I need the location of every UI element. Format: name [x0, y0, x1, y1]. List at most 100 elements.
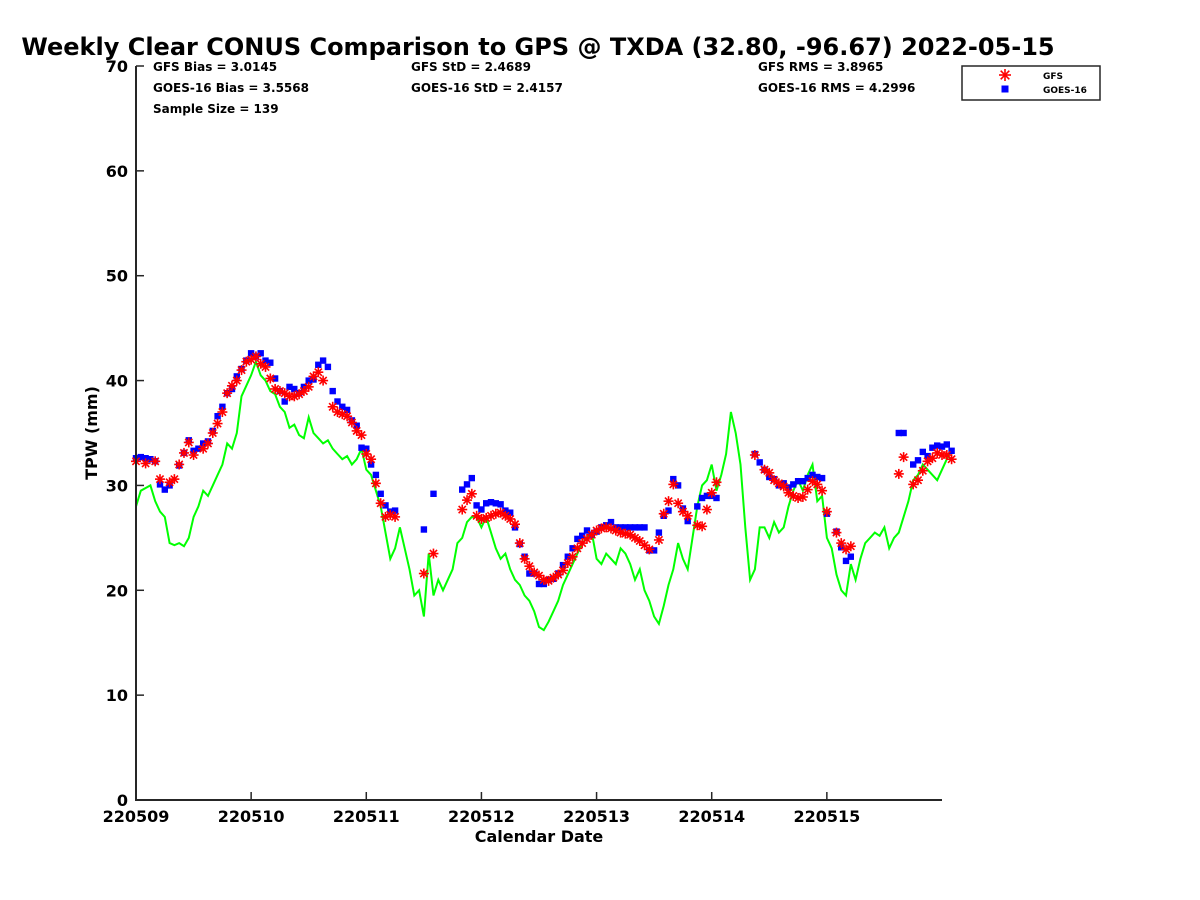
ticks-layer: 0 10 20 30 40 50 60 70 220509 220510 220511 220512 2…	[103, 57, 861, 826]
goes-point	[286, 383, 293, 391]
goes-point	[367, 461, 375, 468]
goes-point	[161, 486, 168, 493]
gfs-point	[188, 450, 199, 461]
gfs-point	[711, 477, 722, 488]
goes-point	[502, 507, 509, 514]
goes-point	[665, 507, 672, 514]
goes-point	[214, 413, 221, 420]
gfs-point	[653, 534, 664, 545]
gfs-point	[673, 498, 684, 509]
gfs-point	[318, 375, 329, 386]
y-tick-label: 50	[106, 267, 128, 286]
gfs-point	[500, 510, 511, 521]
gfs-point	[893, 468, 904, 479]
gfs-point	[226, 380, 237, 391]
legend-gfs-star	[999, 69, 1011, 81]
x-axis-label: Calendar Date	[475, 827, 604, 846]
chart-title: Weekly Clear CONUS Comparison to GPS @ T…	[21, 33, 1054, 61]
gfs-point	[428, 548, 439, 559]
goes-point	[324, 363, 332, 371]
goes-point	[526, 570, 533, 577]
goes-point	[804, 474, 811, 482]
stat-gfs-bias: GFS Bias = 3.0145	[153, 60, 277, 74]
goes-point	[142, 455, 149, 462]
gfs-point	[140, 458, 151, 469]
goes-point	[703, 492, 711, 500]
gfs-point	[658, 508, 669, 519]
stat-gfs-rms: GFS RMS = 3.8965	[758, 60, 883, 74]
goes-point	[492, 500, 499, 507]
gfs-point	[375, 498, 386, 509]
gfs-point	[178, 447, 189, 458]
goes-point	[483, 500, 490, 507]
gfs-point	[941, 450, 952, 461]
goes-point	[315, 361, 322, 368]
goes-point	[910, 461, 917, 468]
goes-point	[358, 444, 365, 451]
goes-point	[473, 502, 480, 509]
goes-point	[391, 507, 399, 514]
goes-point	[818, 474, 826, 482]
gfs-point	[466, 488, 477, 499]
gfs-point	[222, 388, 233, 399]
stat-gfs-std: GFS StD = 2.4689	[411, 60, 531, 74]
goes-point	[281, 398, 288, 405]
goes-point	[574, 535, 581, 543]
goes-point	[219, 403, 226, 410]
goes-point	[559, 561, 567, 569]
goes-point	[924, 452, 931, 460]
legend-goes-label: GOES-16	[1043, 86, 1087, 96]
goes-point	[622, 524, 629, 531]
goes-point	[799, 478, 807, 485]
goes-point	[459, 486, 466, 493]
y-tick-label: 60	[106, 162, 128, 181]
gfs-point	[217, 407, 228, 418]
gfs-point	[313, 367, 324, 378]
legend-box	[961, 65, 1101, 101]
goes-point	[343, 406, 351, 414]
y-tick-label: 70	[106, 57, 128, 76]
goes-point	[636, 524, 643, 531]
gfs-point	[519, 553, 530, 564]
gfs-point	[663, 496, 674, 507]
goes-point	[147, 456, 154, 463]
gfs-point	[150, 456, 161, 467]
goes-point	[291, 385, 298, 393]
y-tick-label: 10	[106, 686, 128, 705]
goes-point	[670, 475, 677, 483]
gfs-point	[543, 575, 554, 586]
legend: GFS GOES-16	[961, 65, 1101, 101]
y-tick-label: 40	[106, 372, 128, 391]
goes-point	[430, 490, 437, 497]
series-layer	[131, 350, 957, 632]
gfs-point	[303, 381, 314, 392]
gfs-point	[265, 373, 276, 384]
gfs-point	[764, 467, 775, 478]
gfs-point	[836, 538, 847, 549]
gfs-point	[697, 521, 708, 532]
goes-point	[319, 357, 327, 364]
goes-point	[257, 350, 264, 357]
x-tick-label: 220510	[218, 807, 285, 826]
gfs-point	[557, 565, 568, 576]
gfs-point	[514, 538, 525, 549]
x-tick-label: 220512	[448, 807, 515, 826]
gfs-point	[908, 479, 919, 490]
gfs-point	[778, 481, 789, 492]
gfs-point	[231, 375, 242, 386]
stat-goes-rms: GOES-16 RMS = 4.2996	[758, 81, 915, 95]
goes-point	[794, 478, 802, 485]
goes-point	[938, 443, 946, 450]
gfs-point	[562, 558, 573, 569]
goes-point	[579, 532, 586, 539]
goes-point	[607, 518, 615, 526]
goes-point	[487, 499, 495, 506]
goes-point	[329, 387, 336, 395]
goes-point	[929, 444, 936, 451]
goes-point	[535, 580, 543, 588]
goes-point	[655, 529, 663, 536]
goes-point	[377, 490, 384, 497]
gps-series-line	[135, 358, 953, 632]
goes-point	[756, 459, 763, 466]
gfs-point	[260, 361, 271, 372]
